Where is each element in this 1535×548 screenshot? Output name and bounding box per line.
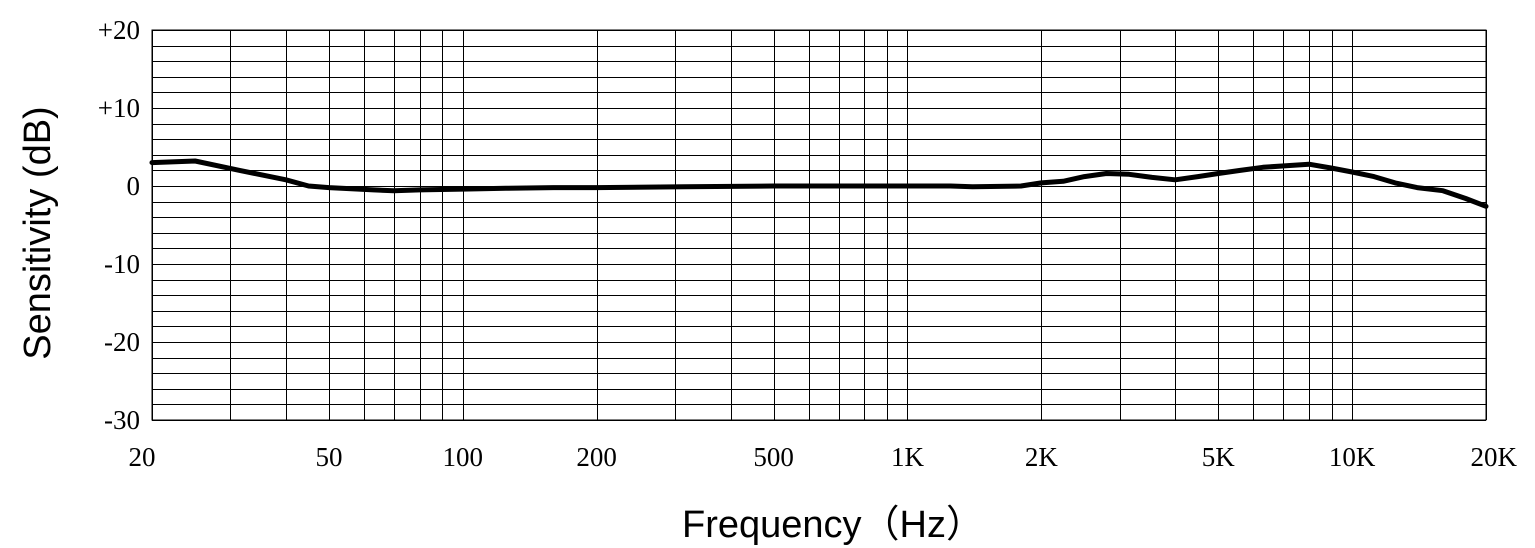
grid [152, 30, 1487, 421]
y-tick-label: +10 [98, 93, 140, 123]
x-tick-label: 500 [753, 442, 794, 472]
y-tick-label: -20 [104, 327, 140, 357]
x-tick-label: 20 [129, 442, 156, 472]
x-tick-label: 10K [1329, 442, 1376, 472]
y-tick-label: +20 [98, 15, 140, 45]
x-tick-label: 20K [1471, 442, 1518, 472]
x-tick-label: 100 [443, 442, 484, 472]
y-tick-label: -10 [104, 249, 140, 279]
plot-frame [151, 29, 1487, 421]
x-tick-label: 2K [1025, 442, 1059, 472]
y-tick-label: 0 [127, 171, 141, 201]
x-tick-label: 50 [315, 442, 342, 472]
x-axis-ticks: 20 50 100 200 500 1K 2K 5K 10K 20K [129, 442, 1518, 472]
y-tick-label: -30 [104, 405, 140, 435]
y-axis-ticks: +20 +10 0 -10 -20 -30 [98, 15, 140, 435]
x-tick-label: 1K [891, 442, 925, 472]
sensitivity-curve [149, 158, 1489, 209]
x-tick-label: 5K [1202, 442, 1236, 472]
y-axis-label: Sensitivity (dB) [17, 106, 59, 359]
x-tick-label: 200 [576, 442, 617, 472]
x-axis-label: Frequency（Hz） [682, 504, 984, 546]
